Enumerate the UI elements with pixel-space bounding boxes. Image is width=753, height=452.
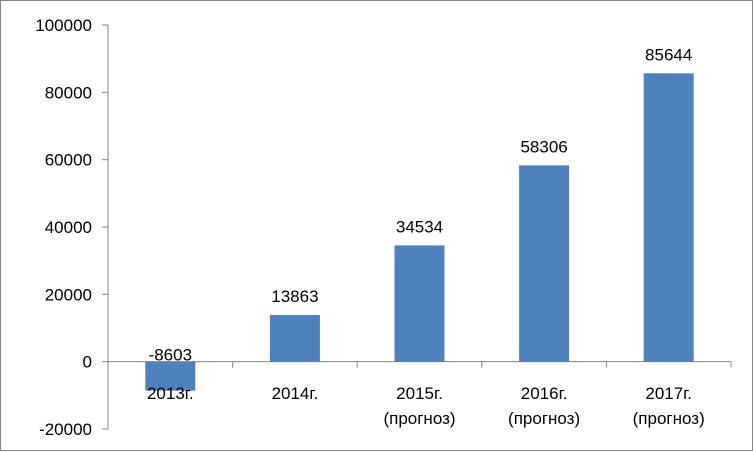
bar bbox=[394, 245, 445, 362]
category-label: (прогноз) bbox=[508, 409, 580, 428]
bar bbox=[643, 73, 694, 362]
bar bbox=[519, 165, 570, 362]
axes-group: 100000 80000 60000 40000 20000 0 -20000 bbox=[35, 16, 732, 439]
y-tick-label: 80000 bbox=[45, 83, 92, 102]
category-label: 2014г. bbox=[272, 384, 319, 403]
bar bbox=[145, 361, 196, 391]
data-label: 34534 bbox=[396, 217, 443, 236]
data-label: 13863 bbox=[271, 287, 318, 306]
category-label: (прогноз) bbox=[633, 409, 705, 428]
y-tick-label: 0 bbox=[83, 353, 92, 372]
category-label: 2015г. bbox=[396, 384, 443, 403]
data-label: 58306 bbox=[520, 137, 567, 156]
category-label: 2017г. bbox=[645, 384, 692, 403]
y-tick-label: 60000 bbox=[45, 151, 92, 170]
y-tick-label: 20000 bbox=[45, 285, 92, 304]
data-label: -8603 bbox=[149, 346, 192, 365]
category-label: 2013г. bbox=[147, 384, 194, 403]
y-tick-label: 100000 bbox=[35, 16, 92, 35]
labels-group: -8603 2013г. 13863 2014г. 34534 2015г. (прогно… bbox=[147, 45, 705, 428]
data-label: 85644 bbox=[645, 45, 692, 64]
y-tick-label: 40000 bbox=[45, 218, 92, 237]
category-label: (прогноз) bbox=[383, 409, 455, 428]
bar bbox=[269, 314, 320, 362]
y-tick-label: -20000 bbox=[39, 420, 92, 439]
category-label: 2016г. bbox=[521, 384, 568, 403]
bars-group bbox=[145, 73, 694, 391]
